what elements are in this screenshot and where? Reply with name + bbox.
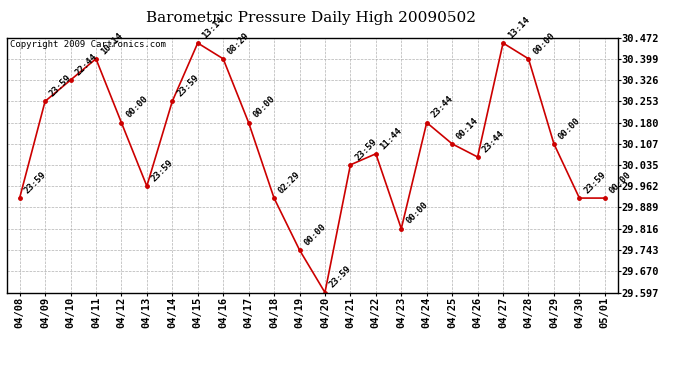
Text: Copyright 2009 Cartronics.com: Copyright 2009 Cartronics.com (10, 40, 166, 49)
Text: 00:00: 00:00 (404, 201, 429, 226)
Text: 00:00: 00:00 (531, 31, 557, 56)
Text: Barometric Pressure Daily High 20090502: Barometric Pressure Daily High 20090502 (146, 11, 475, 25)
Text: 13:14: 13:14 (506, 15, 531, 40)
Text: 23:59: 23:59 (353, 137, 379, 162)
Text: 00:00: 00:00 (557, 116, 582, 141)
Text: 23:59: 23:59 (582, 170, 607, 195)
Text: 23:59: 23:59 (48, 73, 73, 99)
Text: 23:59: 23:59 (328, 264, 353, 290)
Text: 10:14: 10:14 (99, 31, 124, 56)
Text: 23:59: 23:59 (22, 170, 48, 195)
Text: 13:14: 13:14 (201, 15, 226, 40)
Text: 23:44: 23:44 (429, 94, 455, 120)
Text: 00:14: 00:14 (455, 116, 480, 141)
Text: 00:00: 00:00 (608, 170, 633, 195)
Text: 00:00: 00:00 (124, 94, 150, 120)
Text: 02:29: 02:29 (277, 170, 302, 195)
Text: 23:44: 23:44 (480, 129, 506, 154)
Text: 00:00: 00:00 (251, 94, 277, 120)
Text: 22:44: 22:44 (73, 52, 99, 77)
Text: 00:00: 00:00 (302, 222, 328, 247)
Text: 23:59: 23:59 (150, 158, 175, 183)
Text: 08:29: 08:29 (226, 31, 251, 56)
Text: 11:44: 11:44 (379, 126, 404, 151)
Text: 23:59: 23:59 (175, 73, 200, 99)
